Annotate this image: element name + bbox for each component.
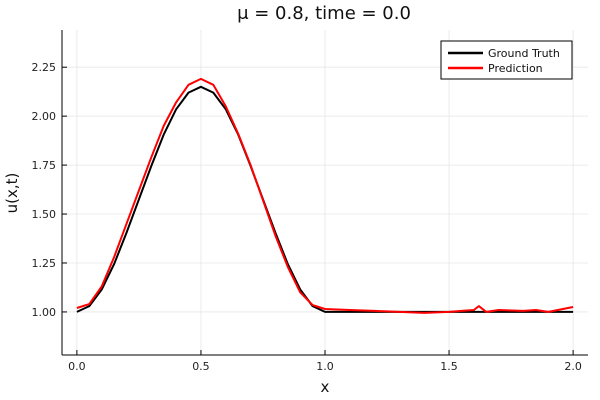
- x-tick-label: 1.5: [440, 360, 458, 373]
- legend-label-ground-truth: Ground Truth: [488, 47, 560, 60]
- y-tick-label: 1.50: [32, 208, 57, 221]
- x-tick-label: 2.0: [564, 360, 582, 373]
- y-tick-label: 2.00: [32, 110, 57, 123]
- y-tick-label: 1.75: [32, 159, 57, 172]
- y-tick-label: 2.25: [32, 61, 57, 74]
- chart-title: μ = 0.8, time = 0.0: [237, 3, 411, 24]
- x-tick-label: 1.0: [316, 360, 334, 373]
- x-tick-label: 0.0: [68, 360, 86, 373]
- legend: Ground Truth Prediction: [440, 40, 573, 80]
- series-line-prediction: [76, 77, 574, 314]
- series: [76, 77, 574, 314]
- y-ticks: 1.00 1.25 1.50 1.75 2.00 2.25: [32, 61, 67, 319]
- legend-label-prediction: Prediction: [488, 62, 543, 75]
- y-tick-label: 1.00: [32, 306, 57, 319]
- y-tick-label: 1.25: [32, 257, 57, 270]
- x-axis-label: x: [321, 378, 330, 396]
- x-tick-label: 0.5: [192, 360, 210, 373]
- y-axis-label: u(x,t): [3, 173, 21, 214]
- x-ticks: 0.0 0.5 1.0 1.5 2.0: [68, 350, 582, 373]
- legend-box: [440, 40, 573, 80]
